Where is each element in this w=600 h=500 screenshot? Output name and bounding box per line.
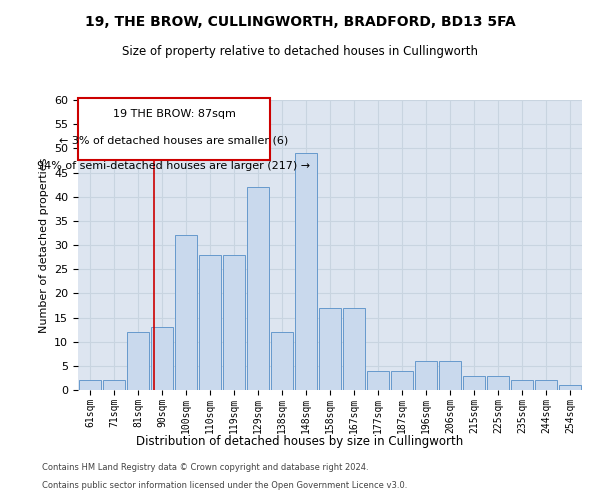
Bar xyxy=(559,385,581,390)
Bar xyxy=(175,236,197,390)
Bar xyxy=(367,370,389,390)
Text: ← 3% of detached houses are smaller (6): ← 3% of detached houses are smaller (6) xyxy=(59,136,289,145)
Text: Distribution of detached houses by size in Cullingworth: Distribution of detached houses by size … xyxy=(136,435,464,448)
FancyBboxPatch shape xyxy=(78,98,270,160)
Text: Contains public sector information licensed under the Open Government Licence v3: Contains public sector information licen… xyxy=(42,481,407,490)
Bar xyxy=(103,380,125,390)
Bar xyxy=(271,332,293,390)
Bar xyxy=(151,327,173,390)
Text: 19, THE BROW, CULLINGWORTH, BRADFORD, BD13 5FA: 19, THE BROW, CULLINGWORTH, BRADFORD, BD… xyxy=(85,15,515,29)
Bar xyxy=(415,361,437,390)
Bar xyxy=(247,187,269,390)
Bar xyxy=(391,370,413,390)
Bar xyxy=(439,361,461,390)
Bar xyxy=(223,254,245,390)
Bar xyxy=(319,308,341,390)
Text: 94% of semi-detached houses are larger (217) →: 94% of semi-detached houses are larger (… xyxy=(37,162,311,172)
Bar xyxy=(535,380,557,390)
Bar xyxy=(79,380,101,390)
Bar xyxy=(463,376,485,390)
Text: Contains HM Land Registry data © Crown copyright and database right 2024.: Contains HM Land Registry data © Crown c… xyxy=(42,464,368,472)
Bar xyxy=(295,153,317,390)
Bar xyxy=(511,380,533,390)
Text: Size of property relative to detached houses in Cullingworth: Size of property relative to detached ho… xyxy=(122,45,478,58)
Y-axis label: Number of detached properties: Number of detached properties xyxy=(38,158,49,332)
Bar xyxy=(127,332,149,390)
Bar xyxy=(487,376,509,390)
Text: 19 THE BROW: 87sqm: 19 THE BROW: 87sqm xyxy=(113,109,235,119)
Bar xyxy=(343,308,365,390)
Bar xyxy=(199,254,221,390)
